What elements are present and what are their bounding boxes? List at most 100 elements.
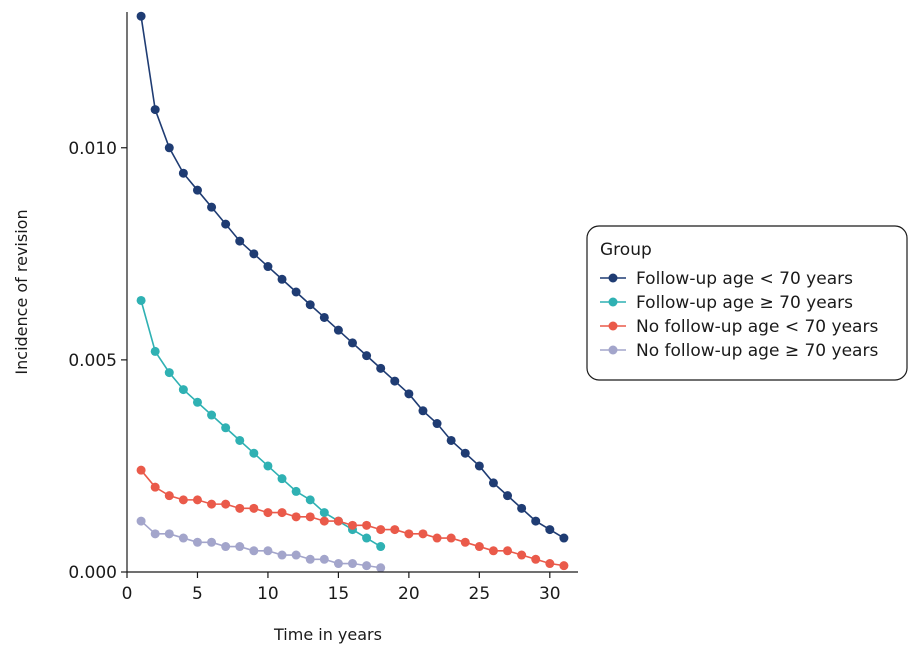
x-tick-label: 10 — [257, 584, 279, 604]
data-point — [207, 410, 217, 420]
data-point — [390, 376, 400, 386]
series-1 — [136, 11, 569, 543]
legend-swatch-point — [608, 297, 618, 307]
data-point — [221, 219, 231, 229]
legend-label: Follow-up age ≥ 70 years — [636, 293, 853, 313]
data-point — [150, 105, 160, 115]
data-point — [263, 546, 273, 556]
data-point — [432, 533, 442, 543]
data-point — [305, 512, 315, 522]
data-point — [192, 495, 202, 505]
data-point — [263, 262, 273, 272]
data-point — [249, 503, 259, 513]
data-point — [164, 529, 174, 539]
data-point — [333, 516, 343, 526]
data-point — [559, 561, 569, 571]
x-tick-label: 5 — [192, 584, 203, 604]
legend: Group Follow-up age < 70 yearsFollow-up … — [586, 225, 908, 381]
y-tick-label: 0.000 — [68, 563, 117, 583]
data-point — [432, 419, 442, 429]
data-point — [474, 542, 484, 552]
data-point — [207, 499, 217, 509]
legend-title: Group — [600, 240, 652, 260]
data-point — [235, 236, 245, 246]
data-point — [192, 537, 202, 547]
data-point — [545, 559, 555, 569]
data-point — [460, 448, 470, 458]
data-point — [178, 495, 188, 505]
series-2 — [136, 295, 386, 552]
data-point — [263, 508, 273, 518]
data-point — [446, 533, 456, 543]
data-point — [305, 554, 315, 564]
data-point — [221, 542, 231, 552]
data-point — [418, 406, 428, 416]
data-point — [291, 486, 301, 496]
data-point — [362, 351, 372, 361]
axes: 0 5 10 15 20 25 30 0.000 0.005 0.010 — [68, 12, 578, 604]
data-point — [136, 465, 146, 475]
data-point — [221, 423, 231, 433]
data-point — [136, 516, 146, 526]
data-point — [192, 185, 202, 195]
data-point — [488, 478, 498, 488]
legend-item: Follow-up age ≥ 70 years — [600, 293, 853, 313]
data-point — [136, 295, 146, 305]
data-point — [348, 559, 357, 569]
data-point — [376, 363, 386, 373]
data-point — [263, 461, 273, 471]
data-point — [531, 516, 541, 526]
data-point — [545, 525, 555, 535]
data-point — [178, 168, 188, 178]
data-point — [418, 529, 428, 539]
legend-label: No follow-up age < 70 years — [636, 317, 878, 337]
series-line — [140, 520, 381, 569]
x-tick-label: 0 — [122, 584, 133, 604]
data-point — [333, 559, 343, 569]
data-point — [150, 346, 160, 356]
data-point — [277, 550, 287, 560]
y-tick-label: 0.005 — [68, 351, 117, 371]
legend-swatch-point — [608, 345, 618, 355]
data-point — [319, 312, 329, 322]
legend-label: Follow-up age < 70 years — [636, 269, 853, 289]
data-point — [235, 542, 245, 552]
data-point — [136, 11, 146, 21]
data-point — [277, 508, 287, 518]
x-tick-label: 25 — [469, 584, 491, 604]
data-point — [150, 529, 160, 539]
data-point — [164, 368, 174, 378]
data-point — [178, 533, 188, 543]
data-point — [221, 499, 231, 509]
x-axis-title: Time in years — [273, 625, 382, 644]
x-ticks: 0 5 10 15 20 25 30 — [122, 572, 561, 604]
data-point — [207, 202, 217, 212]
y-axis-title: Incidence of revision — [12, 209, 31, 374]
data-point — [446, 435, 456, 445]
series-line — [140, 469, 565, 567]
data-point — [291, 287, 301, 297]
data-point — [362, 520, 372, 530]
data-point — [376, 563, 386, 573]
legend-box — [586, 225, 908, 381]
data-point — [150, 482, 160, 492]
data-point — [277, 274, 287, 284]
data-point — [404, 389, 414, 399]
data-point — [531, 554, 541, 564]
data-point — [305, 300, 315, 310]
data-point — [249, 249, 259, 259]
legend-items: Follow-up age < 70 years Follow-up age ≥ … — [600, 269, 878, 361]
plot-lines — [136, 11, 569, 573]
legend-item: No follow-up age < 70 years — [600, 317, 878, 337]
data-point — [404, 529, 414, 539]
data-point — [474, 461, 484, 471]
data-point — [348, 338, 357, 348]
y-ticks: 0.000 0.005 0.010 — [68, 139, 127, 583]
data-point — [460, 537, 470, 547]
legend-label: No follow-up age ≥ 70 years — [636, 341, 878, 361]
data-point — [503, 491, 513, 501]
x-tick-label: 20 — [398, 584, 420, 604]
legend-item: No follow-up age ≥ 70 years — [600, 341, 878, 361]
data-point — [390, 525, 400, 535]
